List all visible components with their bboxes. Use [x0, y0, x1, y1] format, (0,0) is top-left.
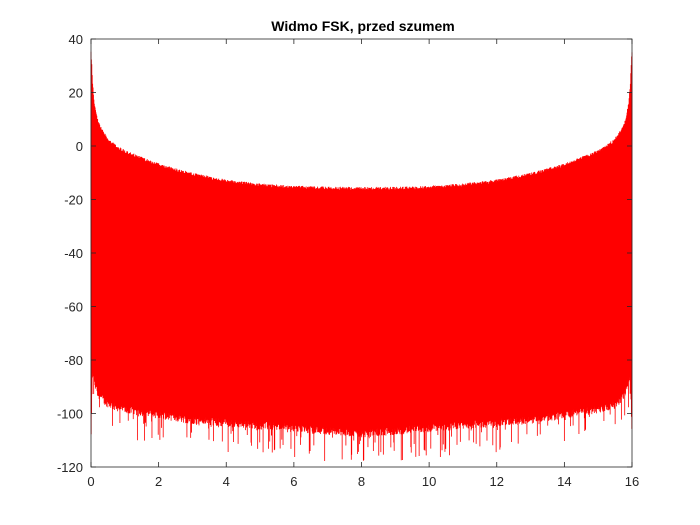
series-line-0: [90, 51, 633, 462]
x-tick-label: 12: [490, 474, 504, 489]
y-tick-label: -40: [64, 246, 83, 261]
x-tick-label: 16: [625, 474, 639, 489]
axes-layer: 0 2 4 6 8 10 12 14 16 40 20 0 -20 -40 -60 -80 -100 -120: [57, 32, 639, 489]
chart-title: Widmo FSK, przed szumem: [271, 18, 454, 34]
y-tick-label: -80: [64, 353, 83, 368]
y-tick-label: -20: [64, 193, 83, 208]
x-tick-label: 8: [358, 474, 365, 489]
x-tick-label: 10: [422, 474, 436, 489]
x-tick-label: 0: [87, 474, 94, 489]
y-tick-label: 0: [76, 139, 83, 154]
series-layer: [90, 51, 633, 462]
x-tick-label: 6: [290, 474, 297, 489]
y-tick-label: -100: [57, 407, 83, 422]
x-tick-label: 14: [557, 474, 571, 489]
y-tick-label: -60: [64, 300, 83, 315]
y-tick-label: 20: [69, 86, 83, 101]
x-tick-label: 4: [223, 474, 230, 489]
y-tick-label: -120: [57, 460, 83, 475]
y-tick-label: 40: [69, 32, 83, 47]
x-tick-label: 2: [155, 474, 162, 489]
